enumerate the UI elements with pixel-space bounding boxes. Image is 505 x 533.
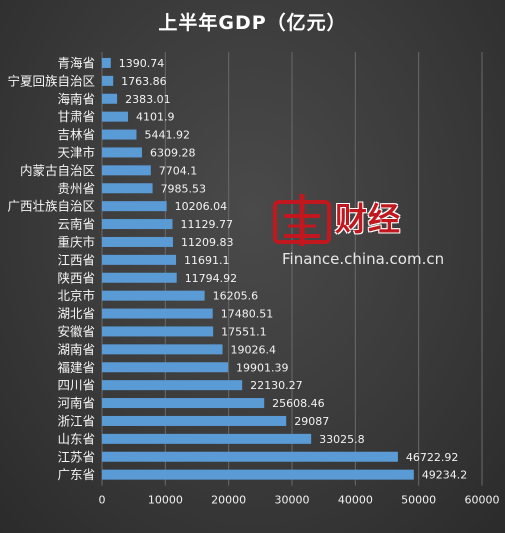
x-tick-label: 20000 — [211, 494, 246, 507]
bar — [102, 326, 214, 337]
category-label: 湖南省 — [57, 342, 95, 357]
data-label: 6309.28 — [150, 146, 196, 159]
x-tick-label: 10000 — [148, 494, 183, 507]
bar — [102, 201, 167, 212]
category-label: 山东省 — [57, 431, 95, 446]
bar — [102, 93, 118, 104]
data-label: 11794.92 — [185, 272, 238, 285]
category-label: 陕西省 — [57, 270, 95, 285]
data-label: 7985.53 — [161, 182, 207, 195]
category-label: 天津市 — [57, 145, 95, 160]
bar — [102, 272, 177, 283]
data-label: 4101.9 — [136, 111, 175, 124]
bar — [102, 451, 398, 462]
category-label: 吉林省 — [57, 127, 95, 142]
bar — [102, 111, 128, 122]
data-label: 17551.1 — [221, 325, 267, 338]
bar — [102, 183, 153, 194]
bar — [102, 308, 213, 319]
data-label: 11129.77 — [180, 218, 233, 231]
data-label: 1390.74 — [119, 57, 164, 70]
category-label: 江西省 — [57, 252, 95, 267]
data-label: 16205.6 — [213, 290, 259, 303]
x-tick-label: 0 — [99, 494, 106, 507]
bar — [102, 147, 142, 158]
bar — [102, 75, 114, 86]
category-label: 宁夏回族自治区 — [7, 73, 95, 88]
data-label: 25608.46 — [272, 397, 325, 410]
bar — [102, 129, 137, 140]
bar — [102, 398, 265, 409]
data-label: 46722.92 — [406, 451, 459, 464]
category-label: 青海省 — [57, 55, 95, 70]
china-com-cn-logo-icon — [273, 194, 331, 246]
data-label: 22130.27 — [250, 379, 303, 392]
category-label: 海南省 — [57, 91, 95, 106]
bar — [102, 362, 229, 373]
bar — [102, 380, 243, 391]
watermark-brand: 财经 — [335, 200, 402, 238]
category-label: 内蒙古自治区 — [20, 163, 95, 178]
category-label: 湖北省 — [57, 306, 95, 321]
category-label: 江苏省 — [57, 449, 95, 464]
category-label: 甘肃省 — [57, 109, 95, 124]
bar — [102, 219, 173, 230]
category-label: 贵州省 — [57, 181, 95, 196]
category-label: 浙江省 — [57, 413, 95, 428]
data-label: 29087 — [294, 415, 329, 428]
bar — [102, 254, 177, 265]
data-label: 17480.51 — [221, 308, 274, 321]
category-label: 北京市 — [57, 288, 95, 303]
bar — [102, 344, 223, 355]
category-label: 云南省 — [57, 217, 95, 232]
category-label: 四川省 — [57, 378, 95, 393]
data-label: 1763.86 — [121, 75, 167, 88]
category-label: 重庆市 — [57, 234, 95, 249]
category-label: 广东省 — [57, 467, 95, 482]
data-label: 7704.1 — [159, 164, 198, 177]
bar — [102, 165, 151, 176]
watermark: 财经 Finance.china.com.cn — [272, 192, 447, 272]
data-label: 49234.2 — [422, 469, 468, 482]
bar — [102, 415, 287, 426]
x-tick-label: 50000 — [401, 494, 436, 507]
x-tick-label: 40000 — [338, 494, 373, 507]
data-label: 2383.01 — [125, 93, 171, 106]
data-label: 10206.04 — [175, 200, 228, 213]
watermark-url: Finance.china.com.cn — [282, 250, 445, 268]
bar — [102, 290, 205, 301]
data-label: 19901.39 — [236, 361, 288, 374]
data-label: 5441.92 — [144, 129, 190, 142]
bar — [102, 469, 414, 480]
data-label: 11691.1 — [184, 254, 230, 267]
category-label: 河南省 — [57, 396, 95, 411]
category-label: 安徽省 — [57, 324, 95, 339]
category-label: 广西壮族自治区 — [7, 199, 95, 214]
category-label: 福建省 — [57, 360, 95, 375]
x-tick-label: 60000 — [465, 494, 500, 507]
bar — [102, 236, 173, 247]
data-label: 11209.83 — [181, 236, 234, 249]
chart-title: 上半年GDP（亿元） — [158, 12, 347, 34]
x-tick-label: 30000 — [275, 494, 310, 507]
data-label: 33025.8 — [319, 433, 365, 446]
bar — [102, 57, 111, 68]
data-label: 19026.4 — [231, 343, 277, 356]
bar — [102, 433, 312, 444]
